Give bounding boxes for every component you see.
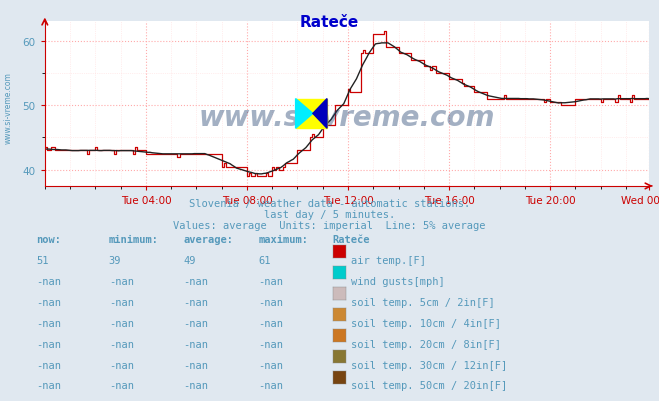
Text: Values: average  Units: imperial  Line: 5% average: Values: average Units: imperial Line: 5%… xyxy=(173,221,486,231)
Text: -nan: -nan xyxy=(36,360,61,370)
Text: -nan: -nan xyxy=(36,297,61,307)
Text: wind gusts[mph]: wind gusts[mph] xyxy=(351,276,445,286)
Text: soil temp. 5cm / 2in[F]: soil temp. 5cm / 2in[F] xyxy=(351,297,495,307)
Text: -nan: -nan xyxy=(258,381,283,391)
Text: Slovenia / weather data - automatic stations.: Slovenia / weather data - automatic stat… xyxy=(189,198,470,209)
Text: Rateče: Rateče xyxy=(300,15,359,30)
Text: -nan: -nan xyxy=(183,276,208,286)
Text: -nan: -nan xyxy=(183,339,208,349)
Text: -nan: -nan xyxy=(109,339,134,349)
Text: -nan: -nan xyxy=(36,381,61,391)
Text: -nan: -nan xyxy=(258,339,283,349)
Text: soil temp. 20cm / 8in[F]: soil temp. 20cm / 8in[F] xyxy=(351,339,501,349)
Text: -nan: -nan xyxy=(258,318,283,328)
Polygon shape xyxy=(296,99,313,129)
Text: -nan: -nan xyxy=(183,297,208,307)
Text: -nan: -nan xyxy=(109,360,134,370)
Text: Rateče: Rateče xyxy=(333,235,370,245)
Bar xyxy=(296,99,327,129)
Text: -nan: -nan xyxy=(258,360,283,370)
Text: -nan: -nan xyxy=(36,318,61,328)
Text: -nan: -nan xyxy=(183,318,208,328)
Text: www.si-vreme.com: www.si-vreme.com xyxy=(3,73,13,144)
Text: -nan: -nan xyxy=(258,297,283,307)
Text: 61: 61 xyxy=(258,255,271,265)
Text: -nan: -nan xyxy=(36,339,61,349)
Text: 49: 49 xyxy=(183,255,196,265)
Text: soil temp. 50cm / 20in[F]: soil temp. 50cm / 20in[F] xyxy=(351,381,507,391)
Text: -nan: -nan xyxy=(109,276,134,286)
Text: -nan: -nan xyxy=(258,276,283,286)
Text: 39: 39 xyxy=(109,255,121,265)
Text: www.si-vreme.com: www.si-vreme.com xyxy=(199,103,495,132)
Polygon shape xyxy=(313,99,327,129)
Text: -nan: -nan xyxy=(36,276,61,286)
Text: soil temp. 30cm / 12in[F]: soil temp. 30cm / 12in[F] xyxy=(351,360,507,370)
Text: minimum:: minimum: xyxy=(109,235,159,245)
Text: average:: average: xyxy=(183,235,233,245)
Text: air temp.[F]: air temp.[F] xyxy=(351,255,426,265)
Text: maximum:: maximum: xyxy=(258,235,308,245)
Text: -nan: -nan xyxy=(109,318,134,328)
Text: now:: now: xyxy=(36,235,61,245)
Text: -nan: -nan xyxy=(183,381,208,391)
Text: -nan: -nan xyxy=(109,297,134,307)
Text: 51: 51 xyxy=(36,255,49,265)
Text: -nan: -nan xyxy=(109,381,134,391)
Text: soil temp. 10cm / 4in[F]: soil temp. 10cm / 4in[F] xyxy=(351,318,501,328)
Text: last day / 5 minutes.: last day / 5 minutes. xyxy=(264,210,395,220)
Text: -nan: -nan xyxy=(183,360,208,370)
